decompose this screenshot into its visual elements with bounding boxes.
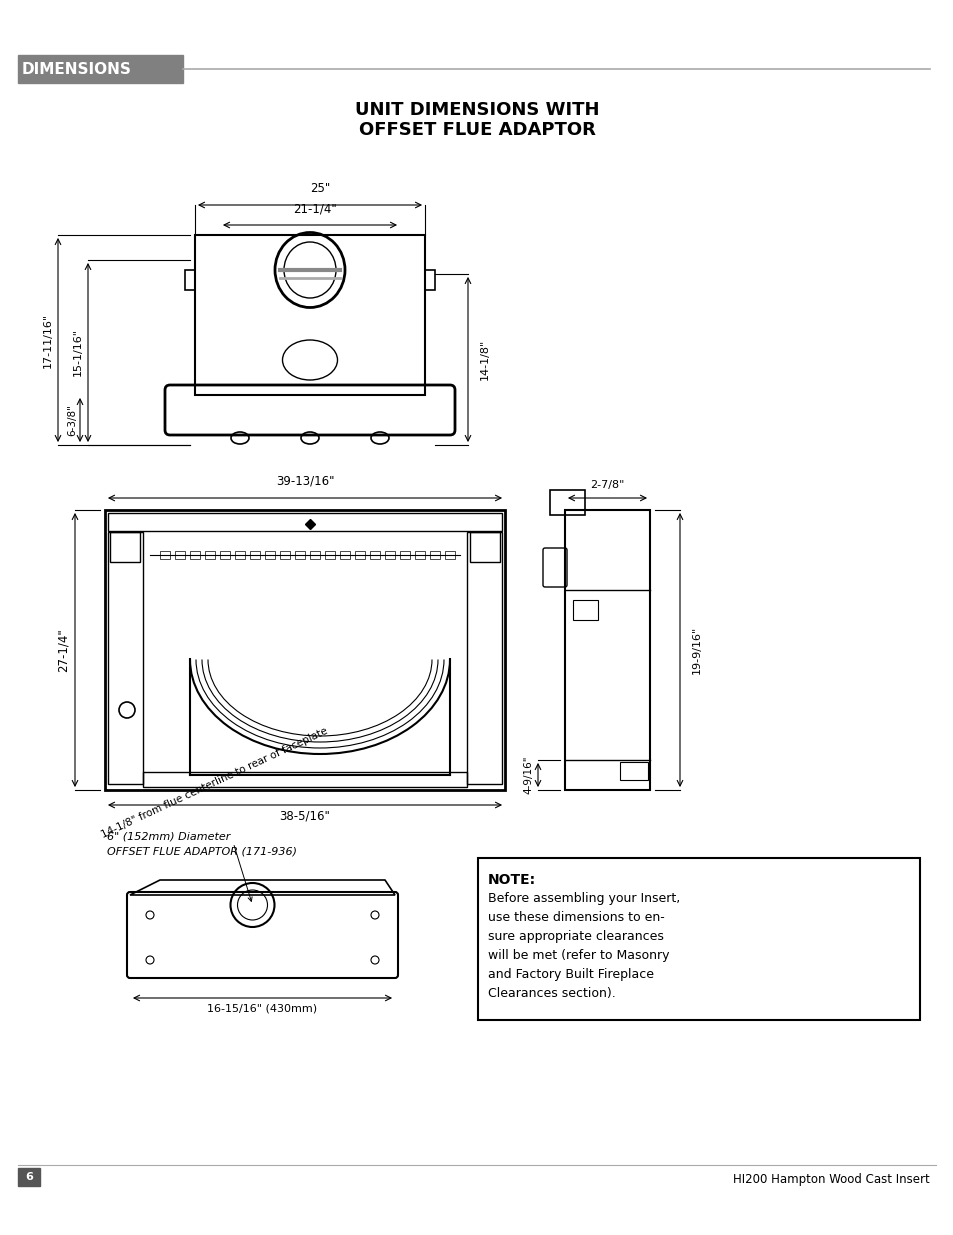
Bar [250, 551, 260, 559]
Bar [564, 510, 649, 790]
Bar [220, 551, 230, 559]
Bar [430, 551, 439, 559]
Text: UNIT DIMENSIONS WITH: UNIT DIMENSIONS WITH [355, 101, 598, 119]
Bar [550, 490, 584, 515]
Bar [108, 532, 143, 784]
Bar [110, 532, 140, 562]
Bar [444, 551, 455, 559]
Text: 16-15/16" (430mm): 16-15/16" (430mm) [207, 1004, 317, 1014]
Text: NOTE:: NOTE: [488, 873, 536, 887]
Bar [477, 858, 919, 1020]
Bar [108, 513, 501, 531]
Text: 39-13/16": 39-13/16" [275, 475, 334, 488]
Bar [470, 532, 499, 562]
Text: OFFSET FLUE ADAPTOR (171-936): OFFSET FLUE ADAPTOR (171-936) [107, 847, 296, 857]
Text: DIMENSIONS: DIMENSIONS [22, 62, 132, 77]
Text: 6: 6 [25, 1172, 33, 1182]
Bar [370, 551, 379, 559]
Bar [234, 551, 245, 559]
Bar [415, 551, 424, 559]
Bar [339, 551, 350, 559]
Bar [280, 551, 290, 559]
Text: 15-1/16": 15-1/16" [73, 329, 83, 377]
Bar [467, 532, 501, 784]
Bar [265, 551, 274, 559]
Text: 25": 25" [310, 182, 330, 195]
Text: 6-3/8": 6-3/8" [67, 404, 77, 436]
Bar [294, 551, 305, 559]
Bar [160, 551, 170, 559]
Bar [143, 772, 467, 787]
Bar [573, 600, 598, 620]
Bar [355, 551, 365, 559]
Bar [194, 235, 424, 395]
Bar [18, 56, 183, 83]
Bar [190, 551, 200, 559]
Text: 21-1/4": 21-1/4" [293, 203, 336, 215]
Bar [325, 551, 335, 559]
Bar [174, 551, 185, 559]
Bar [424, 270, 435, 290]
Text: 27-1/4": 27-1/4" [56, 629, 70, 672]
Bar [310, 551, 319, 559]
Bar [185, 270, 194, 290]
Bar [105, 510, 504, 790]
Text: 2-7/8": 2-7/8" [590, 480, 624, 490]
Text: 19-9/16": 19-9/16" [691, 626, 701, 674]
Text: OFFSET FLUE ADAPTOR: OFFSET FLUE ADAPTOR [358, 121, 595, 140]
Text: 14-1/8" from flue centerline to rear of faceplate: 14-1/8" from flue centerline to rear of … [100, 726, 329, 902]
Text: 4-9/16": 4-9/16" [522, 756, 533, 794]
Bar [619, 762, 647, 781]
Text: 17-11/16": 17-11/16" [43, 312, 53, 368]
Text: 6" (152mm) Diameter: 6" (152mm) Diameter [107, 832, 230, 842]
Bar [205, 551, 214, 559]
Text: 14-1/8": 14-1/8" [479, 338, 490, 380]
Text: 38-5/16": 38-5/16" [279, 810, 330, 823]
Bar [385, 551, 395, 559]
Bar [18, 1168, 40, 1186]
Bar [399, 551, 410, 559]
Text: HI200 Hampton Wood Cast Insert: HI200 Hampton Wood Cast Insert [733, 1173, 929, 1187]
Text: Before assembling your Insert,
use these dimensions to en-
sure appropriate clea: Before assembling your Insert, use these… [488, 892, 679, 1000]
